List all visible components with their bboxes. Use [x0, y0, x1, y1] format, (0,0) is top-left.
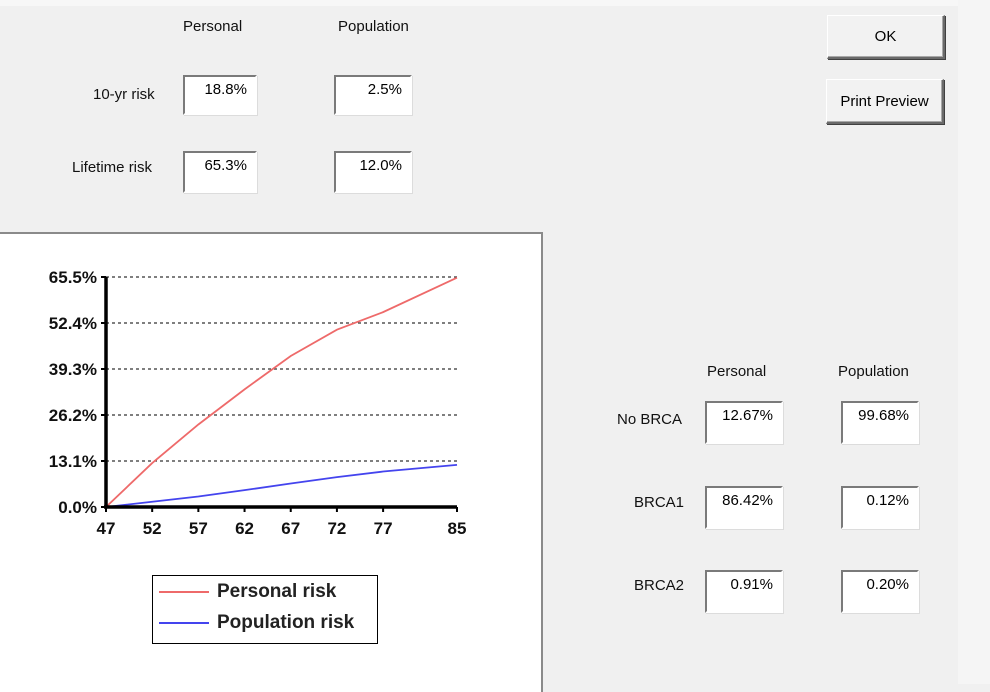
- window-top-edge: [0, 0, 990, 6]
- y-tick-label: 13.1%: [49, 452, 97, 471]
- ten-year-risk-population-field[interactable]: 2.5%: [334, 75, 412, 115]
- ok-button[interactable]: OK: [827, 15, 945, 59]
- window-right-edge: [958, 0, 990, 684]
- personal-risk-line: [105, 276, 458, 508]
- y-tick-label: 52.4%: [49, 314, 97, 333]
- x-tick-label: 57: [189, 519, 208, 538]
- brca-header-population: Population: [838, 363, 909, 380]
- x-tick-label: 47: [97, 519, 116, 538]
- legend-label-population: Population risk: [217, 612, 355, 633]
- ten-year-risk-personal-field[interactable]: 18.8%: [183, 75, 257, 115]
- lifetime-risk-population-field[interactable]: 12.0%: [334, 151, 412, 193]
- x-tick-label: 72: [327, 519, 346, 538]
- x-tick-label: 62: [235, 519, 254, 538]
- legend-swatch-personal: [159, 591, 209, 593]
- no-brca-population-field[interactable]: 99.68%: [841, 401, 919, 444]
- x-tick-label: 85: [448, 519, 467, 538]
- x-tick-label: 67: [281, 519, 300, 538]
- y-tick-label: 26.2%: [49, 406, 97, 425]
- risk-chart: 0.0% 13.1% 26.2% 39.3% 52.4% 65.5% 47 52 57 62 67 7…: [49, 268, 467, 538]
- risk-header-population: Population: [338, 18, 409, 35]
- brca1-personal-field[interactable]: 86.42%: [705, 486, 783, 529]
- legend-item-personal: Personal risk: [159, 578, 336, 606]
- brca2-population-field[interactable]: 0.20%: [841, 570, 919, 613]
- chart-legend: Personal risk Population risk: [152, 575, 378, 644]
- no-brca-personal-field[interactable]: 12.67%: [705, 401, 783, 444]
- lifetime-risk-label: Lifetime risk: [72, 159, 153, 176]
- x-tick-label: 77: [374, 519, 393, 538]
- y-tick-label: 0.0%: [58, 498, 97, 517]
- population-risk-line: [105, 463, 458, 508]
- x-tick-label: 52: [143, 519, 162, 538]
- legend-label-personal: Personal risk: [217, 581, 337, 602]
- brca2-personal-field[interactable]: 0.91%: [705, 570, 783, 613]
- brca1-label: BRCA1: [634, 494, 685, 511]
- brca1-population-field[interactable]: 0.12%: [841, 486, 919, 529]
- no-brca-label: No BRCA: [617, 411, 683, 428]
- ten-year-risk-label: 10-yr risk: [93, 86, 155, 103]
- y-tick-label: 65.5%: [49, 268, 97, 287]
- brca2-label: BRCA2: [634, 577, 685, 594]
- print-preview-button[interactable]: Print Preview: [826, 79, 944, 124]
- brca-header-personal: Personal: [707, 363, 767, 380]
- legend-swatch-population: [159, 622, 209, 624]
- y-tick-label: 39.3%: [49, 360, 97, 379]
- risk-header-personal: Personal: [183, 18, 243, 35]
- lifetime-risk-personal-field[interactable]: 65.3%: [183, 151, 257, 193]
- legend-item-population: Population risk: [159, 609, 354, 637]
